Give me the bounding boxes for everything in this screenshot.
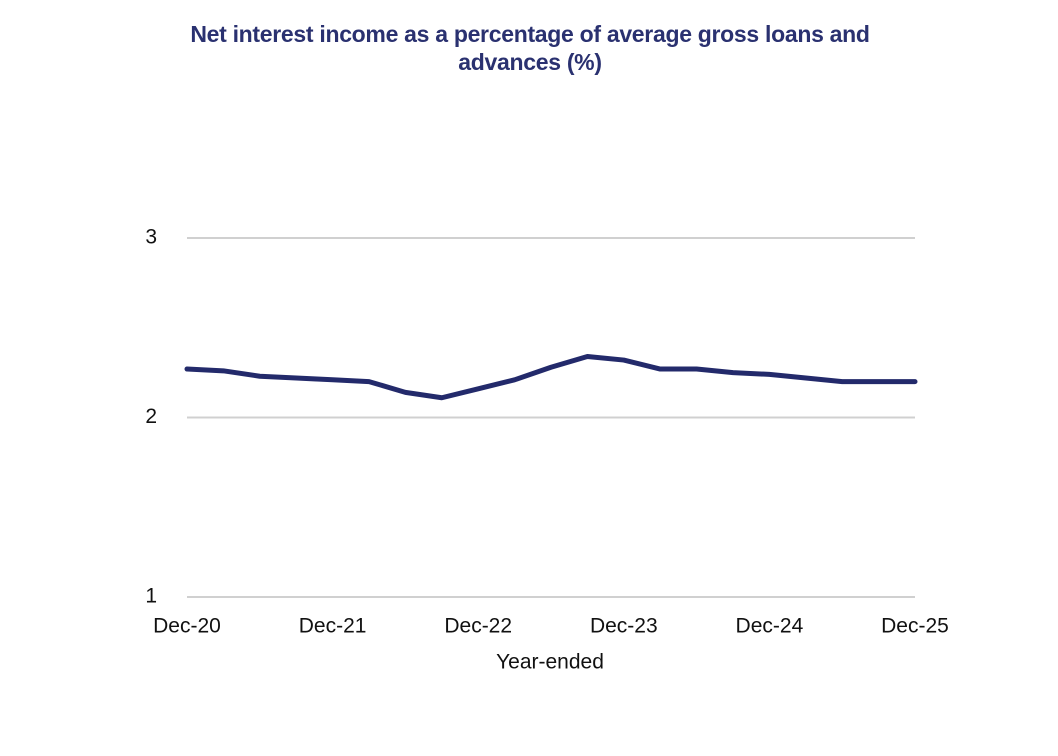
- x-axis-label: Year-ended: [496, 651, 604, 674]
- chart-title: Net interest income as a percentage of a…: [190, 21, 870, 75]
- x-tick-label: Dec-21: [299, 615, 367, 638]
- x-tick-label: Dec-23: [590, 615, 658, 638]
- x-tick-label: Dec-25: [881, 615, 949, 638]
- x-tick-label: Dec-22: [444, 615, 512, 638]
- x-tick-label: Dec-20: [153, 615, 221, 638]
- x-tick-label: Dec-24: [736, 615, 804, 638]
- data-line: [184, 353, 918, 401]
- y-tick-label: 1: [145, 585, 157, 608]
- y-tick-label: 2: [145, 405, 157, 428]
- y-tick-label: 3: [145, 226, 157, 249]
